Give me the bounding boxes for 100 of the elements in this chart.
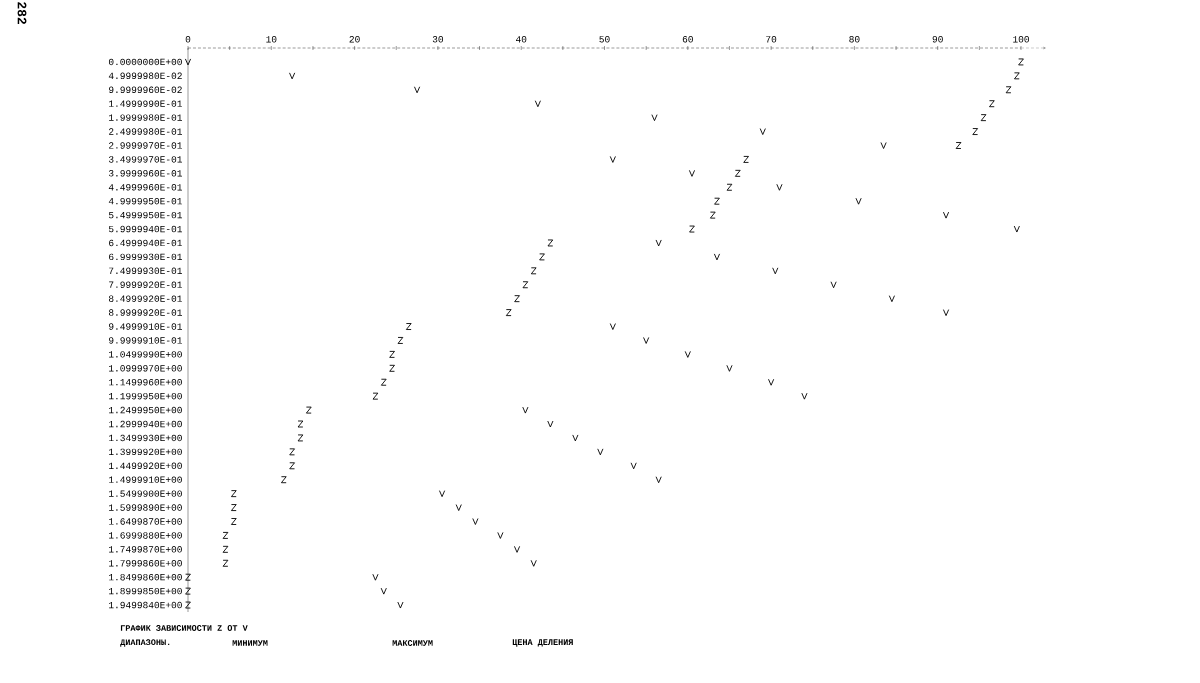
text: ЦЕНА ДЕЛЕНИЯ xyxy=(512,639,573,647)
text: МАКСИМУМ xyxy=(392,640,433,646)
point xyxy=(455,504,462,512)
y-tick-label: 1.6999880E+00 xyxy=(109,532,182,539)
point xyxy=(380,378,387,386)
point xyxy=(230,518,237,525)
point xyxy=(688,169,696,177)
point xyxy=(684,350,691,358)
y-tick-label: 1.8499860E+00 xyxy=(109,573,182,581)
point xyxy=(289,462,295,470)
point xyxy=(539,253,545,261)
y-tick-label: 5.4999950E-01 xyxy=(108,211,182,219)
y-tick-label: 1.4999910E+00 xyxy=(109,476,182,483)
y-tick-label: 3.4999970E-01 xyxy=(108,156,182,163)
point xyxy=(530,267,537,275)
y-tick-label: 4.9999980E-02 xyxy=(108,72,182,80)
point xyxy=(185,601,191,609)
point xyxy=(185,587,191,595)
y-tick-label: 1.0999970E+00 xyxy=(109,365,182,372)
point xyxy=(726,364,733,372)
y-tick-label: 1.4499920E+00 xyxy=(109,462,182,470)
point xyxy=(855,197,862,205)
x-tick-label: 30 xyxy=(432,36,444,43)
point xyxy=(530,559,537,567)
x-tick-label: 40 xyxy=(515,36,527,43)
point xyxy=(289,72,296,80)
point xyxy=(759,128,766,135)
point xyxy=(734,169,741,177)
point xyxy=(230,504,237,512)
y-tick-label: 1.2499950E+00 xyxy=(109,406,182,414)
point xyxy=(726,183,733,191)
point xyxy=(297,420,304,428)
text: МИНИМУМ xyxy=(232,640,268,646)
y-tick-label: 1.7499870E+00 xyxy=(109,546,182,553)
point xyxy=(497,531,504,539)
y-tick-label: 4.9999950E-01 xyxy=(108,197,182,205)
y-tick-label: 1.9499840E+00 xyxy=(109,601,182,609)
point xyxy=(439,490,446,498)
point xyxy=(689,225,695,233)
point xyxy=(980,114,987,122)
y-tick-label: 1.1999950E+00 xyxy=(109,392,182,400)
point xyxy=(534,100,541,108)
point xyxy=(743,155,749,163)
point xyxy=(397,337,404,344)
y-tick-label: 6.4999940E-01 xyxy=(109,239,182,247)
point xyxy=(522,406,529,414)
point xyxy=(185,573,191,581)
point xyxy=(989,100,995,108)
x-tick-label: 20 xyxy=(349,36,360,43)
point xyxy=(514,295,520,303)
point xyxy=(714,197,720,205)
y-tick-label: 2.9999970E-01 xyxy=(109,142,182,149)
point xyxy=(397,601,404,609)
point xyxy=(972,128,979,135)
text: ДИАПАЗОНЫ. xyxy=(120,639,170,647)
x-tick-label: 0 xyxy=(185,36,191,43)
point xyxy=(1013,225,1020,233)
point xyxy=(801,392,808,400)
point xyxy=(280,476,287,484)
point xyxy=(513,545,521,553)
point xyxy=(572,434,579,442)
y-tick-label: 1.6499870E+00 xyxy=(109,518,182,525)
point xyxy=(713,253,721,261)
point xyxy=(942,211,950,219)
y-tick-label: 1.5499900E+00 xyxy=(109,490,182,497)
y-tick-label: 1.4999990E-01 xyxy=(109,100,182,107)
point xyxy=(289,448,295,456)
point xyxy=(609,155,616,163)
point xyxy=(222,559,229,567)
point xyxy=(830,281,837,289)
point xyxy=(505,309,512,317)
point xyxy=(643,337,650,344)
point xyxy=(372,573,379,581)
point xyxy=(655,476,662,484)
point xyxy=(880,142,887,149)
point xyxy=(222,545,229,553)
y-tick-label: 5.9999940E-01 xyxy=(108,225,182,233)
point xyxy=(768,378,775,386)
y-tick-label: 7.4999930E-01 xyxy=(109,267,182,275)
point xyxy=(942,309,950,317)
point xyxy=(1018,58,1024,66)
point xyxy=(372,392,379,400)
y-tick-label: 6.9999930E-01 xyxy=(109,253,182,261)
point xyxy=(547,239,554,247)
point xyxy=(630,462,637,470)
x-tick-label: 70 xyxy=(766,36,777,43)
point xyxy=(609,323,616,330)
y-tick-label: 8.9999920E-01 xyxy=(108,309,182,316)
x-tick-label: 100 xyxy=(1013,36,1029,43)
point xyxy=(776,183,783,191)
point xyxy=(297,434,304,442)
point xyxy=(888,295,895,303)
y-tick-label: 1.2999940E+00 xyxy=(109,420,182,428)
text: ГРАФИК ЗАВИСИМОСТИ Z ОТ V xyxy=(120,625,248,631)
point xyxy=(547,420,554,428)
point xyxy=(597,448,604,456)
y-tick-label: 8.4999920E-01 xyxy=(108,295,182,302)
y-tick-label: 1.3499930E+00 xyxy=(109,434,182,442)
y-tick-label: 9.9999910E-01 xyxy=(109,337,182,344)
y-tick-label: 3.9999960E-01 xyxy=(108,170,182,177)
